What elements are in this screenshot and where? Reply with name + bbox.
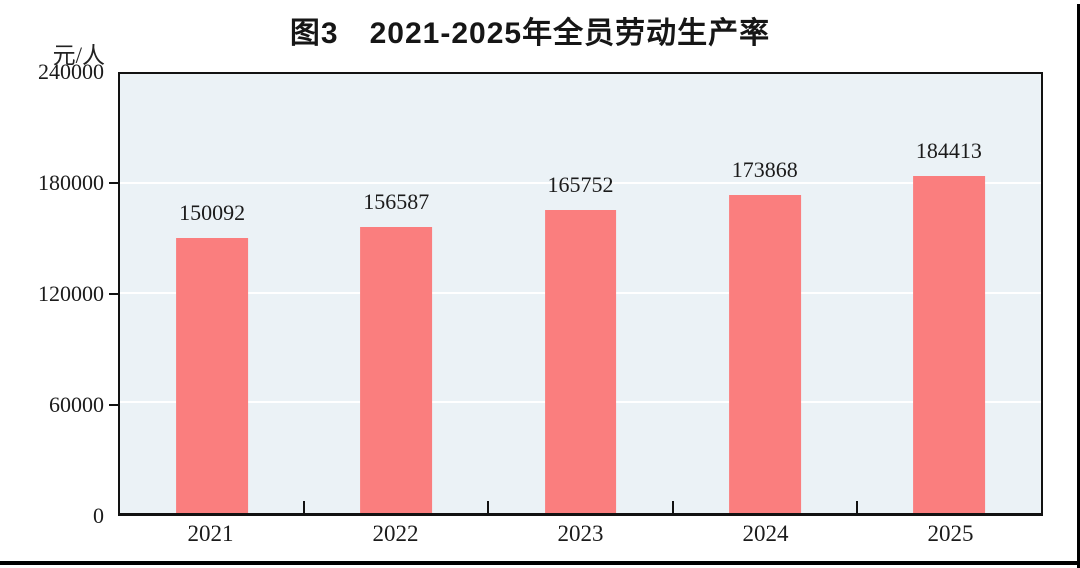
bar-2022 bbox=[360, 226, 433, 513]
bar-cell-2024: 173868 bbox=[673, 74, 857, 513]
plot-border: 150092 156587 165752 173868 184413 bbox=[118, 72, 1043, 516]
x-label-2023: 2023 bbox=[557, 521, 604, 546]
plot-area: 150092 156587 165752 173868 184413 bbox=[120, 74, 1041, 513]
y-tick-label-0: 0 bbox=[93, 503, 104, 528]
y-tick-label-240000: 240000 bbox=[38, 59, 104, 84]
bar-series: 150092 156587 165752 173868 184413 bbox=[120, 74, 1041, 513]
bar-cell-2021: 150092 bbox=[120, 74, 304, 513]
y-axis: 0 60000 120000 180000 240000 bbox=[0, 61, 118, 527]
bar-value-label-2023: 165752 bbox=[547, 171, 614, 197]
y-axis-unit-label: 元/人 bbox=[52, 43, 105, 68]
x-label-2021: 2021 bbox=[187, 521, 234, 546]
x-boundary-tick-1 bbox=[303, 501, 306, 513]
bar-2025 bbox=[912, 175, 985, 513]
bar-value-label-2025: 184413 bbox=[915, 137, 982, 163]
x-axis-labels: 2021 2022 2023 2024 2025 bbox=[118, 521, 1043, 547]
chart-title: 图3 2021-2025年全员劳动生产率 bbox=[289, 17, 771, 50]
bar-cell-2022: 156587 bbox=[304, 74, 488, 513]
bar-2021 bbox=[176, 238, 249, 513]
bar-2024 bbox=[728, 194, 801, 513]
y-tick-label-60000: 60000 bbox=[49, 392, 104, 417]
x-boundary-tick-2 bbox=[487, 501, 490, 513]
x-boundary-tick-3 bbox=[671, 501, 674, 513]
y-tick-mark-180000 bbox=[109, 182, 118, 184]
bar-cell-2023: 165752 bbox=[488, 74, 672, 513]
bar-value-label-2024: 173868 bbox=[731, 156, 798, 182]
bar-value-label-2022: 156587 bbox=[363, 188, 430, 214]
bar-2023 bbox=[544, 209, 617, 513]
x-label-2024: 2024 bbox=[742, 521, 789, 546]
x-label-2025: 2025 bbox=[927, 521, 974, 546]
x-boundary-tick-4 bbox=[855, 501, 858, 513]
y-tick-mark-120000 bbox=[109, 293, 118, 295]
image-frame-bottom-edge bbox=[0, 561, 1080, 565]
y-tick-mark-60000 bbox=[109, 404, 118, 406]
bar-value-label-2021: 150092 bbox=[179, 200, 246, 226]
gridline-180000 bbox=[120, 181, 1041, 184]
bar-cell-2025: 184413 bbox=[857, 74, 1041, 513]
y-tick-label-120000: 120000 bbox=[38, 281, 104, 306]
x-label-2022: 2022 bbox=[372, 521, 419, 546]
y-tick-label-180000: 180000 bbox=[38, 170, 104, 195]
image-frame-right-edge bbox=[1077, 4, 1080, 568]
